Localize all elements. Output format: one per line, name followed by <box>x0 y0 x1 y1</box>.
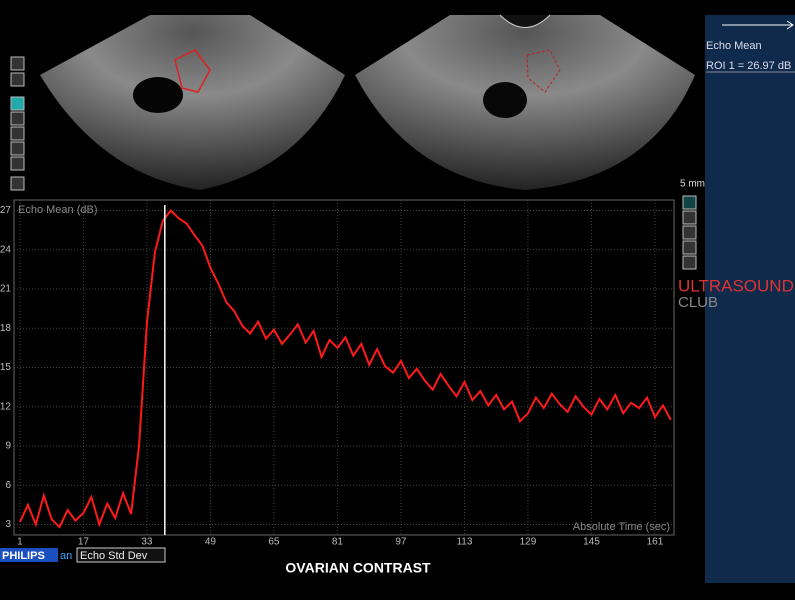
watermark-text: ULTRASOUND <box>678 276 794 295</box>
brand: PHILIPS <box>2 550 45 562</box>
plot: 3 6 9 12 15 18 21 24 27 1 17 33 49 65 81 97 113 129 145 161 <box>0 200 674 548</box>
y-tick-label: 18 <box>0 323 11 334</box>
tool-icon[interactable] <box>10 96 25 111</box>
brand-suffix: an <box>60 550 72 562</box>
scale-label: 5 mm <box>680 179 705 190</box>
x-tick-label: 1 <box>17 537 23 548</box>
tool-icon[interactable] <box>10 111 25 126</box>
side-panel <box>705 15 795 583</box>
arrow-head <box>786 20 794 30</box>
y-tick-label: 9 <box>5 441 11 452</box>
tab[interactable] <box>76 547 166 563</box>
y-tick-label: 15 <box>0 362 11 373</box>
x-tick-label: 129 <box>520 537 537 548</box>
x-tick-label: 33 <box>141 537 153 548</box>
probe <box>499 14 551 28</box>
x-tick-label: 161 <box>647 537 664 548</box>
x-tick-label: 145 <box>583 537 600 548</box>
tool-icon[interactable] <box>10 126 25 141</box>
x-tick-label: 17 <box>78 537 90 548</box>
ultrasound-left <box>40 15 345 190</box>
y-tick-label: 27 <box>0 205 11 216</box>
caption: OVARIAN CONTRAST <box>285 560 431 576</box>
brand-box <box>0 548 58 562</box>
x-axis-label: Absolute Time (sec) <box>573 521 670 533</box>
tool-icon[interactable] <box>682 225 697 240</box>
cyst-left <box>133 77 183 113</box>
tool-icon[interactable] <box>682 255 697 270</box>
roi-value: ROI 1 = 26.97 dB <box>706 60 791 72</box>
toolbar <box>10 56 697 270</box>
side-title: Echo Mean <box>706 40 762 52</box>
y-axis-label: Echo Mean (dB) <box>18 204 97 216</box>
tool-icon[interactable] <box>10 176 25 191</box>
y-tick-label: 21 <box>0 284 11 295</box>
tab-label[interactable]: Echo Std Dev <box>80 550 148 562</box>
x-tick-label: 81 <box>332 537 344 548</box>
y-tick-label: 3 <box>5 519 11 530</box>
tool-icon[interactable] <box>10 141 25 156</box>
y-tick-label: 12 <box>0 401 11 412</box>
x-tick-label: 65 <box>268 537 280 548</box>
tool-icon[interactable] <box>10 156 25 171</box>
cyst-right <box>483 82 527 118</box>
tool-icon[interactable] <box>10 56 25 71</box>
data-line <box>19 208 672 529</box>
x-tick-label: 113 <box>456 537 472 548</box>
x-tick-label: 49 <box>205 537 217 548</box>
tool-icon[interactable] <box>682 210 697 225</box>
watermark-text: CLUB <box>678 294 718 311</box>
x-tick-label: 97 <box>395 537 407 548</box>
tool-icon[interactable] <box>682 240 697 255</box>
roi-left <box>174 49 211 93</box>
tool-icon[interactable] <box>10 72 25 87</box>
y-tick-label: 24 <box>0 244 11 255</box>
y-tick-label: 6 <box>5 480 11 491</box>
tool-icon[interactable] <box>682 195 697 210</box>
